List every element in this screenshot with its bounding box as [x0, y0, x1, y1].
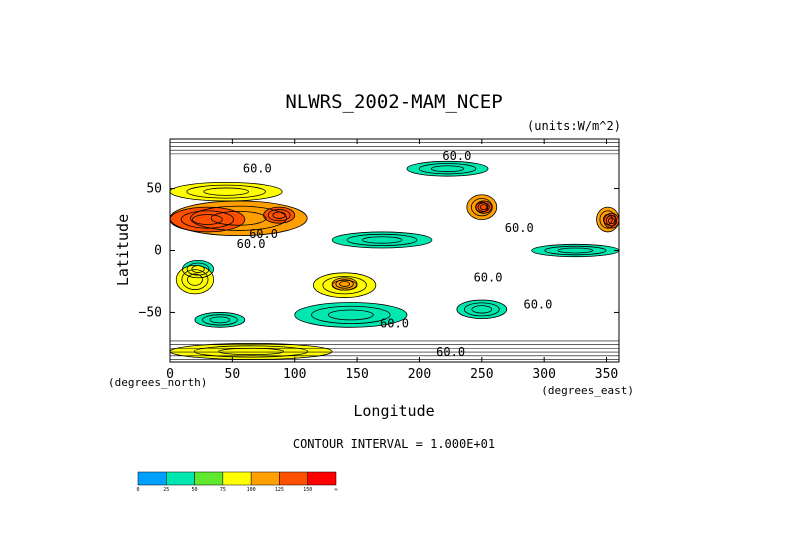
- y-axis-units: (degrees_north): [108, 376, 207, 389]
- contour-line: [346, 233, 418, 247]
- x-tick-label: 150: [345, 367, 368, 382]
- colorbar: 0 25 50 75 100 125 150 ∞: [136, 471, 338, 493]
- contour-line: [466, 194, 498, 220]
- contour-line: [311, 305, 391, 324]
- colorbar-tick-label: 25: [163, 487, 169, 493]
- contour-line: [322, 276, 367, 295]
- x-axis-label: Longitude: [353, 402, 434, 420]
- contour-label: 60.0: [505, 221, 534, 235]
- colorbar-tick-label: 0: [136, 487, 139, 493]
- x-tick-label: 300: [532, 367, 555, 382]
- contour-line: [463, 302, 500, 317]
- x-tick-label: 350: [595, 367, 618, 382]
- colorbar-tick-label: ∞: [334, 487, 337, 493]
- contour-line: [471, 305, 493, 314]
- contour-lines: [170, 139, 619, 360]
- contour-line: [272, 211, 286, 219]
- contour-line: [175, 264, 215, 295]
- x-axis-ticks: 0 50 100 150 200 250 300 350: [166, 139, 618, 382]
- contour-line: [186, 262, 210, 276]
- contour-line: [267, 209, 291, 222]
- contour-line: [406, 160, 489, 177]
- contour-labels: 60.060.060.060.060.060.060.060.060.0: [237, 149, 553, 359]
- x-tick-label: 250: [470, 367, 493, 382]
- colorbar-swatch: [307, 471, 337, 486]
- y-tick-label: −50: [139, 305, 162, 320]
- contour-interval-note: CONTOUR INTERVAL = 1.000E+01: [293, 437, 495, 451]
- contour-line: [190, 205, 288, 231]
- contour-line: [456, 299, 508, 320]
- y-axis-ticks: 50 0 −50: [139, 182, 619, 320]
- y-tick-label: 0: [154, 244, 162, 259]
- colorbar-swatch: [279, 471, 308, 486]
- contour-line: [477, 202, 490, 212]
- contour-line: [187, 273, 203, 286]
- y-axis-label: Latitude: [114, 214, 132, 286]
- contour-line: [263, 206, 296, 224]
- x-tick-label: 100: [283, 367, 306, 382]
- contour-line: [210, 210, 267, 226]
- contour-line: [361, 236, 403, 244]
- x-tick-label: 0: [166, 367, 174, 382]
- contour-line: [335, 279, 354, 289]
- contour-label: 60.0: [442, 149, 471, 163]
- contour-line: [418, 163, 477, 175]
- x-axis-units: (degrees_east): [541, 384, 634, 397]
- colorbar-swatch: [137, 471, 167, 486]
- chart-units: (units:W/m^2): [527, 119, 621, 133]
- contour-line: [470, 198, 493, 217]
- colorbar-swatch: [166, 471, 195, 486]
- colorbar-swatch: [194, 471, 224, 486]
- contour-line: [209, 316, 231, 324]
- chart-title: NLWRS_2002-MAM_NCEP: [285, 91, 502, 113]
- x-tick-label: 50: [225, 367, 241, 382]
- contour-line: [194, 312, 246, 328]
- contour-line: [170, 200, 308, 237]
- contour-line: [605, 215, 618, 227]
- contour-line: [430, 165, 465, 173]
- contour-line: [599, 210, 617, 229]
- colorbar-tick-label: 75: [220, 487, 226, 493]
- contour-line: [193, 345, 309, 358]
- contour-line: [294, 302, 408, 328]
- contour-line: [180, 210, 235, 229]
- contour-line: [181, 269, 209, 290]
- contour-line: [170, 206, 246, 233]
- contour-label: 60.0: [474, 270, 503, 284]
- contour-line: [331, 231, 433, 249]
- contour-line: [475, 200, 493, 214]
- contour-label: 60.0: [523, 298, 552, 312]
- colorbar-tick-label: 100: [247, 487, 256, 493]
- contour-line: [203, 187, 249, 196]
- contour-line: [202, 314, 238, 326]
- y-tick-label: 50: [146, 182, 162, 197]
- contour-label: 60.0: [380, 316, 409, 330]
- colorbar-swatch: [222, 471, 252, 486]
- contour-line: [331, 277, 358, 291]
- colorbar-tick-label: 150: [303, 487, 312, 493]
- contour-label: 60.0: [237, 237, 266, 251]
- colorbar-tick-label: 125: [275, 487, 284, 493]
- colorbar-tick-label: 50: [192, 487, 198, 493]
- contour-line: [339, 281, 351, 287]
- contour-line: [327, 309, 374, 321]
- contour-line: [596, 206, 619, 233]
- contour-line: [480, 204, 488, 211]
- contour-line: [544, 245, 607, 256]
- contour-line: [192, 214, 223, 225]
- contour-line: [186, 184, 266, 199]
- contour-line: [557, 247, 594, 254]
- contour-line: [608, 217, 615, 225]
- x-tick-label: 200: [408, 367, 431, 382]
- contour-label: 60.0: [436, 345, 465, 359]
- colorbar-swatch: [250, 471, 280, 486]
- contour-label: 60.0: [243, 161, 272, 175]
- contour-line: [531, 243, 619, 258]
- contour-label: 60.0: [249, 227, 278, 241]
- contour-line: [313, 272, 377, 298]
